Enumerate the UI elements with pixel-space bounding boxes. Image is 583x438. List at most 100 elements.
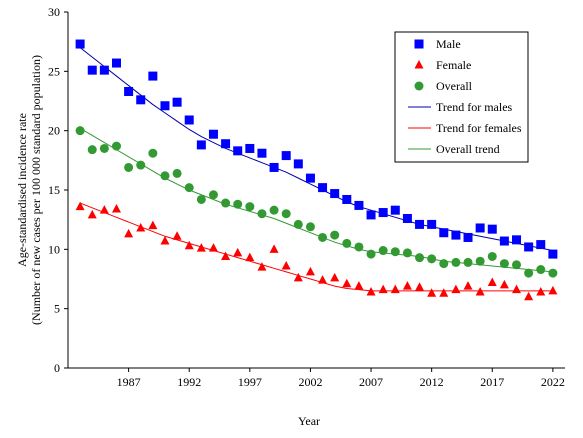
legend-swatch-overall (414, 81, 424, 91)
female-point (536, 287, 546, 296)
male-point (415, 219, 425, 229)
overall-point (87, 145, 97, 155)
x-tick-label: 2012 (420, 375, 444, 389)
female-point (281, 260, 291, 270)
male-point (487, 224, 497, 234)
male-point (536, 240, 546, 250)
female-point (148, 220, 158, 230)
male-point (196, 140, 206, 150)
male-point (548, 249, 558, 259)
male-point (124, 87, 134, 97)
y-axis-title-line1: Age-standardised incidence rate (15, 113, 29, 267)
legend: Male Female Overall Trend for males Trend fo… (394, 31, 529, 163)
overall-point (427, 254, 437, 264)
overall-point (330, 230, 340, 240)
female-point (257, 262, 267, 271)
male-point (269, 162, 279, 172)
female-point (245, 252, 255, 262)
overall-point (293, 219, 303, 229)
male-point (293, 159, 303, 169)
legend-label-trend-for-males: Trend for males (436, 100, 513, 114)
data-points (75, 39, 558, 301)
male-point (512, 235, 522, 245)
x-tick-label: 1992 (177, 375, 201, 389)
overall-point (124, 162, 134, 172)
male-point (318, 183, 328, 193)
overall-point (75, 126, 85, 136)
male-point (148, 71, 158, 81)
female-point (136, 222, 146, 232)
y-tick-label: 30 (48, 5, 60, 19)
legend-label-overall: Overall (436, 79, 473, 93)
male-point (136, 95, 146, 105)
trend-for-females-line (79, 202, 553, 292)
female-point (366, 287, 376, 296)
female-point (439, 288, 449, 297)
female-point (160, 236, 170, 245)
legend-swatch-female (414, 60, 424, 69)
female-point (548, 285, 558, 295)
male-point (439, 228, 449, 238)
overall-point (305, 222, 315, 232)
overall-point (221, 198, 231, 208)
female-point (378, 284, 388, 294)
overall-point (536, 265, 546, 275)
male-point (87, 65, 97, 75)
female-point (184, 240, 194, 250)
overall-point (136, 160, 146, 170)
x-tick-label: 2002 (298, 375, 322, 389)
overall-point (196, 194, 206, 204)
female-point (415, 282, 425, 291)
y-tick-label: 5 (54, 302, 60, 316)
overall-point (451, 257, 461, 267)
female-point (402, 281, 412, 290)
female-point (354, 281, 364, 290)
x-tick-label: 2017 (480, 375, 504, 389)
overall-point (281, 209, 291, 219)
overall-point (354, 242, 364, 252)
overall-point (318, 232, 328, 242)
legend-box (394, 31, 529, 163)
male-point (245, 143, 255, 153)
legend-label-female: Female (436, 58, 471, 72)
overall-point (148, 148, 158, 158)
y-tick-label: 15 (48, 183, 60, 197)
overall-point (111, 141, 121, 151)
trend-for-males-line (79, 47, 553, 252)
overall-point (439, 259, 449, 269)
overall-point (160, 171, 170, 181)
male-point (233, 146, 243, 156)
y-tick-label: 25 (48, 64, 60, 78)
overall-point (257, 209, 267, 219)
male-point (184, 115, 194, 125)
overall-point (184, 183, 194, 193)
overall-point (172, 168, 182, 178)
male-point (111, 58, 121, 68)
male-point (499, 236, 509, 246)
legend-label-overall-trend: Overall trend (436, 142, 500, 156)
y-tick-label: 0 (54, 361, 60, 375)
male-point (305, 173, 315, 183)
male-point (378, 208, 388, 218)
overall-point (366, 249, 376, 259)
legend-swatch-male (414, 39, 424, 49)
female-point (293, 272, 303, 282)
male-point (99, 65, 109, 75)
female-point (524, 291, 534, 301)
male-point (221, 139, 231, 149)
female-point (111, 203, 121, 213)
female-point (512, 284, 522, 294)
overall-point (269, 205, 279, 215)
overall-point (208, 190, 218, 200)
legend-label-trend-for-females: Trend for females (436, 121, 522, 135)
female-point (99, 205, 109, 214)
male-point (524, 242, 534, 252)
male-point (172, 97, 182, 107)
male-point (427, 219, 437, 229)
overall-point (378, 246, 388, 256)
female-point (463, 281, 473, 290)
female-point (75, 201, 85, 211)
x-tick-label: 1987 (117, 375, 141, 389)
overall-point (390, 247, 400, 257)
female-point (233, 247, 243, 257)
